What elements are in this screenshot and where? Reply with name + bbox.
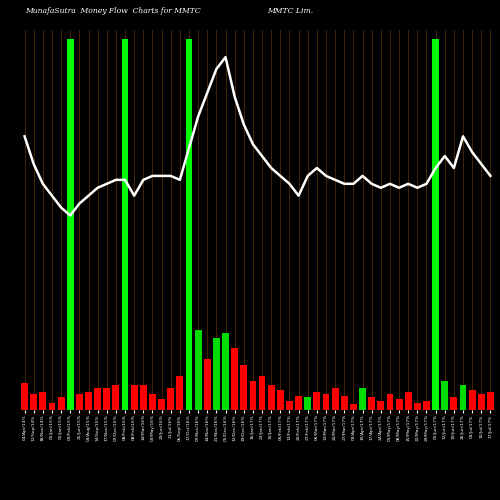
Bar (58, 398, 64, 410)
Bar (94, 388, 101, 410)
Bar (314, 392, 320, 410)
Bar (240, 365, 247, 410)
Bar (204, 360, 210, 410)
Bar (396, 399, 402, 410)
Bar (194, 330, 202, 410)
Bar (405, 392, 411, 410)
Bar (350, 404, 357, 410)
Bar (131, 384, 138, 410)
Bar (368, 398, 375, 410)
Bar (487, 392, 494, 410)
Bar (168, 388, 174, 410)
Bar (432, 39, 439, 410)
Bar (423, 401, 430, 410)
Bar (322, 394, 330, 410)
Bar (277, 390, 284, 410)
Bar (40, 392, 46, 410)
Bar (378, 401, 384, 410)
Bar (478, 394, 484, 410)
Bar (48, 403, 56, 410)
Bar (231, 348, 238, 410)
Bar (468, 390, 475, 410)
Bar (176, 376, 184, 410)
Bar (442, 381, 448, 410)
Bar (149, 394, 156, 410)
Bar (304, 398, 311, 410)
Bar (76, 394, 83, 410)
Bar (30, 394, 37, 410)
Bar (222, 333, 229, 410)
Bar (158, 399, 165, 410)
Bar (341, 396, 347, 410)
Bar (414, 403, 421, 410)
Bar (122, 39, 128, 410)
Bar (104, 388, 110, 410)
Bar (258, 376, 266, 410)
Bar (268, 384, 274, 410)
Bar (67, 39, 73, 410)
Text: MunafaSutra  Money Flow  Charts for MMTC: MunafaSutra Money Flow Charts for MMTC (25, 7, 201, 15)
Bar (450, 398, 458, 410)
Bar (332, 388, 338, 410)
Bar (186, 39, 192, 410)
Bar (21, 383, 28, 410)
Bar (140, 384, 146, 410)
Bar (286, 401, 293, 410)
Bar (213, 338, 220, 410)
Bar (250, 381, 256, 410)
Bar (112, 384, 119, 410)
Bar (85, 392, 92, 410)
Text: MMTC Lim.: MMTC Lim. (267, 7, 313, 15)
Bar (386, 394, 394, 410)
Bar (359, 388, 366, 410)
Bar (460, 384, 466, 410)
Bar (295, 396, 302, 410)
